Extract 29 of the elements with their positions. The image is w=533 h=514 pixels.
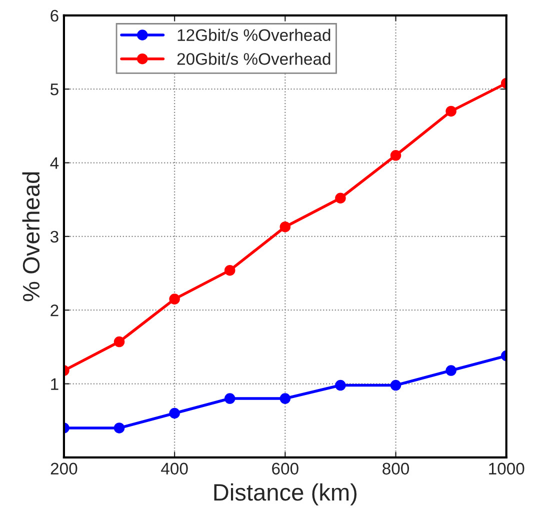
y-tick-label: 3	[50, 230, 58, 243]
legend-label: 20Gbit/s %Overhead	[177, 52, 330, 65]
point	[114, 422, 125, 434]
point	[390, 380, 402, 391]
point	[224, 264, 236, 276]
legend-label: 12Gbit/s %Overhead	[178, 28, 330, 41]
y-tick-label: 1	[51, 378, 58, 390]
point	[446, 106, 456, 117]
x-tick-label: 400	[161, 462, 188, 475]
point	[280, 221, 291, 232]
x-tick-label: 200	[50, 462, 78, 475]
x-tick-label: 600	[272, 462, 298, 475]
point	[390, 150, 402, 161]
y-tick-label: 5	[50, 84, 58, 96]
point	[446, 365, 456, 376]
x-axis-title: Distance (km)	[214, 483, 357, 506]
y-tick-label: 2	[50, 304, 58, 316]
point	[114, 336, 125, 348]
y-tick-label: 6	[50, 10, 58, 22]
point	[224, 393, 236, 404]
x-tick-label: 800	[382, 462, 410, 475]
point	[335, 192, 346, 204]
point	[169, 408, 180, 419]
x-tick-label: 1000	[489, 462, 524, 475]
point	[280, 393, 291, 404]
y-tick-label: 4	[50, 157, 59, 169]
point	[335, 380, 346, 391]
y-axis-title: % Overhead	[22, 172, 40, 302]
point	[169, 294, 180, 304]
